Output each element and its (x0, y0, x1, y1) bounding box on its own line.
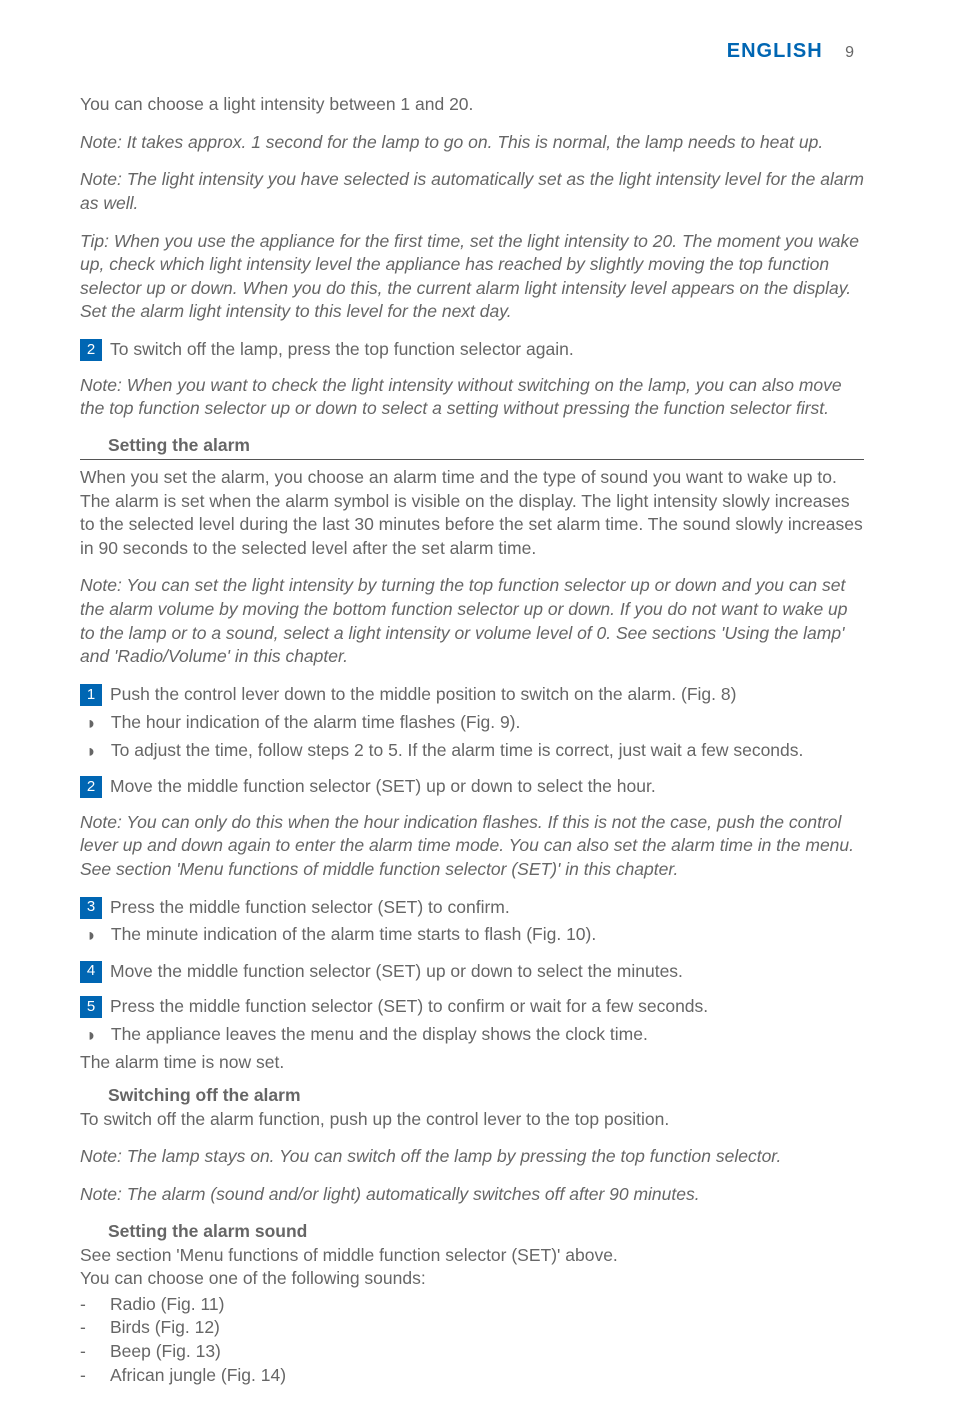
section-heading-setting-alarm: Setting the alarm (80, 435, 864, 460)
body-paragraph: The alarm time is now set. (80, 1051, 864, 1075)
note-text: Note: The alarm (sound and/or light) aut… (80, 1183, 864, 1207)
note-text: Note: When you want to check the light i… (80, 374, 864, 421)
list-item-text: Radio (Fig. 11) (110, 1293, 224, 1317)
list-item-text: African jungle (Fig. 14) (110, 1364, 286, 1388)
bullet-marker-icon: ◗ (86, 1023, 97, 1047)
step-number-box: 2 (80, 776, 102, 798)
step-text: Move the middle function selector (SET) … (110, 960, 683, 984)
bullet-marker-icon: ◗ (86, 711, 97, 735)
dash-marker-icon: - (80, 1293, 110, 1317)
bullet-text: To adjust the time, follow steps 2 to 5.… (111, 739, 804, 763)
bullet-item: ◗ The minute indication of the alarm tim… (80, 923, 864, 947)
step-text: Press the middle function selector (SET)… (110, 995, 708, 1019)
bullet-text: The appliance leaves the menu and the di… (111, 1023, 648, 1047)
note-text: Note: It takes approx. 1 second for the … (80, 131, 864, 155)
header-page-number: 9 (845, 44, 854, 61)
page-header: ENGLISH 9 (80, 40, 864, 63)
numbered-step: 2 To switch off the lamp, press the top … (80, 338, 864, 362)
note-text: Note: The lamp stays on. You can switch … (80, 1145, 864, 1169)
note-text: Note: You can only do this when the hour… (80, 811, 864, 882)
body-paragraph: You can choose one of the following soun… (80, 1267, 864, 1291)
list-item: - Beep (Fig. 13) (80, 1340, 864, 1364)
step-text: Push the control lever down to the middl… (110, 683, 736, 707)
dash-marker-icon: - (80, 1316, 110, 1340)
numbered-step: 1 Push the control lever down to the mid… (80, 683, 864, 707)
step-text: Move the middle function selector (SET) … (110, 775, 656, 799)
sub-heading-switching-off: Switching off the alarm (80, 1085, 864, 1106)
bullet-marker-icon: ◗ (86, 923, 97, 947)
body-paragraph: To switch off the alarm function, push u… (80, 1108, 864, 1132)
note-text: Note: The light intensity you have selec… (80, 168, 864, 215)
step-number-box: 2 (80, 339, 102, 361)
bullet-item: ◗ The hour indication of the alarm time … (80, 711, 864, 735)
sub-heading-alarm-sound: Setting the alarm sound (80, 1221, 864, 1242)
numbered-step: 4 Move the middle function selector (SET… (80, 960, 864, 984)
list-item: - Radio (Fig. 11) (80, 1293, 864, 1317)
bullet-item: ◗ The appliance leaves the menu and the … (80, 1023, 864, 1047)
numbered-step: 5 Press the middle function selector (SE… (80, 995, 864, 1019)
intro-paragraph: You can choose a light intensity between… (80, 93, 864, 117)
tip-text: Tip: When you use the appliance for the … (80, 230, 864, 325)
step-text: To switch off the lamp, press the top fu… (110, 338, 574, 362)
page-container: ENGLISH 9 You can choose a light intensi… (0, 0, 954, 1427)
dash-marker-icon: - (80, 1364, 110, 1388)
step-text: Press the middle function selector (SET)… (110, 896, 510, 920)
numbered-step: 2 Move the middle function selector (SET… (80, 775, 864, 799)
step-number-box: 5 (80, 996, 102, 1018)
body-paragraph: See section 'Menu functions of middle fu… (80, 1244, 864, 1268)
list-item-text: Birds (Fig. 12) (110, 1316, 220, 1340)
list-item: - Birds (Fig. 12) (80, 1316, 864, 1340)
step-number-box: 4 (80, 961, 102, 983)
numbered-step: 3 Press the middle function selector (SE… (80, 896, 864, 920)
list-item-text: Beep (Fig. 13) (110, 1340, 221, 1364)
dash-marker-icon: - (80, 1340, 110, 1364)
bullet-text: The hour indication of the alarm time fl… (111, 711, 521, 735)
step-number-box: 1 (80, 684, 102, 706)
step-number-box: 3 (80, 897, 102, 919)
list-item: - African jungle (Fig. 14) (80, 1364, 864, 1388)
note-text: Note: You can set the light intensity by… (80, 574, 864, 669)
bullet-marker-icon: ◗ (86, 739, 97, 763)
body-paragraph: When you set the alarm, you choose an al… (80, 466, 864, 561)
bullet-text: The minute indication of the alarm time … (111, 923, 596, 947)
header-language: ENGLISH (727, 40, 823, 62)
bullet-item: ◗ To adjust the time, follow steps 2 to … (80, 739, 864, 763)
